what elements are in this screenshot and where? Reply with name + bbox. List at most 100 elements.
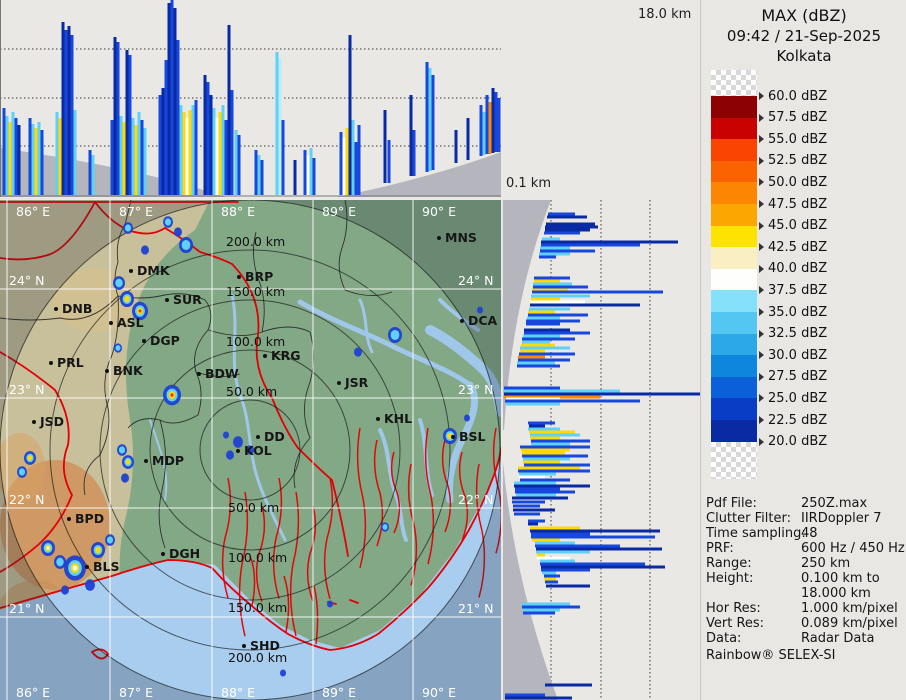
city-dot bbox=[197, 372, 201, 376]
city-label: PRL bbox=[57, 355, 84, 370]
city-label: JSD bbox=[39, 414, 64, 429]
latitude-label: 24° N bbox=[9, 273, 44, 288]
city-label: KHL bbox=[384, 411, 412, 426]
rivers bbox=[149, 293, 501, 542]
scale-tick-icon bbox=[759, 92, 764, 100]
city-label: BNK bbox=[113, 363, 144, 378]
scale-tick-icon bbox=[759, 329, 764, 338]
height-axis-max-label: 18.0 km bbox=[638, 7, 692, 22]
ring-distance-labels: 200.0 km 150.0 km 100.0 km 50.0 km 50.0 km 10… bbox=[226, 234, 287, 665]
scale-tick-icon bbox=[759, 113, 764, 122]
city-dot bbox=[263, 354, 267, 358]
dbz-color-band bbox=[711, 290, 757, 312]
city-label: BSL bbox=[459, 429, 486, 444]
city-label: BPD bbox=[75, 511, 104, 526]
below-beam-wedge bbox=[503, 200, 551, 430]
latlon-grid: 86° E 86° E 87° E 87° E 88° E 88° E 89° E 89° E… bbox=[0, 200, 501, 700]
svg-text:100.0 km: 100.0 km bbox=[228, 550, 287, 565]
scale-tick-icon bbox=[759, 286, 764, 295]
metadata-label: Hor Res: bbox=[706, 601, 761, 616]
scale-tick-icon bbox=[759, 221, 764, 230]
longitude-label: 87° E bbox=[119, 685, 153, 700]
city-label: DD bbox=[264, 429, 285, 444]
ew-profile-chart bbox=[0, 0, 501, 197]
metadata-label: Pdf File: bbox=[706, 496, 757, 511]
city-label: JSR bbox=[344, 375, 369, 390]
svg-text:150.0 km: 150.0 km bbox=[226, 284, 285, 299]
svg-text:200.0 km: 200.0 km bbox=[226, 234, 285, 249]
city-label: DCA bbox=[468, 313, 498, 328]
metadata-label: Data: bbox=[706, 631, 742, 646]
city-label: KOL bbox=[244, 443, 272, 458]
latitude-label: 22° N bbox=[9, 492, 44, 507]
dbz-colorbar bbox=[711, 70, 757, 480]
city-dot bbox=[109, 321, 113, 325]
dbz-scale-label: 20.0 dBZ bbox=[759, 434, 827, 449]
district-borders bbox=[0, 200, 393, 549]
city-label: MNS bbox=[445, 230, 477, 245]
longitude-label: 87° E bbox=[119, 204, 153, 219]
dbz-scale-label: 57.5 dBZ bbox=[759, 110, 827, 125]
dbz-color-band bbox=[711, 312, 757, 334]
city-dot bbox=[105, 369, 109, 373]
dbz-scale-label: 52.5 dBZ bbox=[759, 153, 827, 168]
metadata-value: 0.089 km/pixel bbox=[801, 616, 898, 631]
latitude-label: 21° N bbox=[9, 601, 44, 616]
dbz-scale-label: 35.0 dBZ bbox=[759, 305, 827, 320]
longitude-label: 90° E bbox=[422, 204, 456, 219]
metadata-label: PRF: bbox=[706, 541, 734, 556]
scale-tick-icon bbox=[759, 243, 764, 252]
latitude-label: 23° N bbox=[9, 382, 44, 397]
dbz-scale-label: 37.5 dBZ bbox=[759, 283, 827, 298]
dbz-scale-label: 30.0 dBZ bbox=[759, 348, 827, 363]
city-dot bbox=[161, 552, 165, 556]
dbz-scale-label: 55.0 dBZ bbox=[759, 132, 827, 147]
dbz-scale-label: 47.5 dBZ bbox=[759, 197, 827, 212]
metadata-label: Time sampling: bbox=[706, 526, 806, 541]
city-dot bbox=[67, 517, 71, 521]
metadata-value: 18.000 km bbox=[801, 586, 871, 601]
city-label: DGP bbox=[150, 333, 180, 348]
city-label: KRG bbox=[271, 348, 301, 363]
below-beam-wedge bbox=[337, 152, 501, 197]
ew-height-profile-panel bbox=[0, 0, 501, 197]
city-label: SHD bbox=[250, 638, 280, 653]
metadata-value: 600 Hz / 450 Hz bbox=[801, 541, 905, 556]
delta-channels bbox=[221, 427, 501, 645]
scale-tick-icon bbox=[759, 264, 764, 273]
city-dot bbox=[451, 435, 455, 439]
longitude-label: 86° E bbox=[16, 685, 50, 700]
dbz-scale-label: 40.0 dBZ bbox=[759, 261, 827, 276]
city-dot bbox=[256, 435, 260, 439]
software-credit: Rainbow® SELEX-SI bbox=[706, 648, 836, 663]
city-dot bbox=[144, 459, 148, 463]
city-dot bbox=[236, 449, 240, 453]
city-dot bbox=[32, 420, 36, 424]
transparent-band bbox=[711, 441, 757, 479]
longitude-label: 88° E bbox=[221, 204, 255, 219]
scale-tick-icon bbox=[759, 135, 764, 144]
dbz-color-band bbox=[711, 398, 757, 420]
city-dot bbox=[54, 307, 58, 311]
latitude-label: 21° N bbox=[458, 601, 493, 616]
scale-tick-icon bbox=[759, 416, 764, 424]
svg-text:200.0 km: 200.0 km bbox=[228, 650, 287, 665]
dbz-color-band bbox=[711, 247, 757, 269]
svg-text:50.0 km: 50.0 km bbox=[226, 384, 277, 399]
longitude-label: 89° E bbox=[322, 204, 356, 219]
dbz-scale-label: 42.5 dBZ bbox=[759, 240, 827, 255]
station-name: Kolkata bbox=[776, 47, 832, 65]
scale-tick-icon bbox=[759, 394, 764, 403]
scale-tick-icon bbox=[759, 200, 764, 208]
metadata-value: 1.000 km/pixel bbox=[801, 601, 898, 616]
latitude-label: 24° N bbox=[458, 273, 493, 288]
scale-tick-icon bbox=[759, 351, 764, 360]
scale-tick-icon bbox=[759, 308, 764, 316]
product-title: MAX (dBZ) bbox=[761, 6, 847, 25]
dbz-color-band bbox=[711, 139, 757, 161]
scale-tick-icon bbox=[759, 178, 764, 187]
city-dot bbox=[129, 269, 133, 273]
dbz-color-band bbox=[711, 96, 757, 118]
